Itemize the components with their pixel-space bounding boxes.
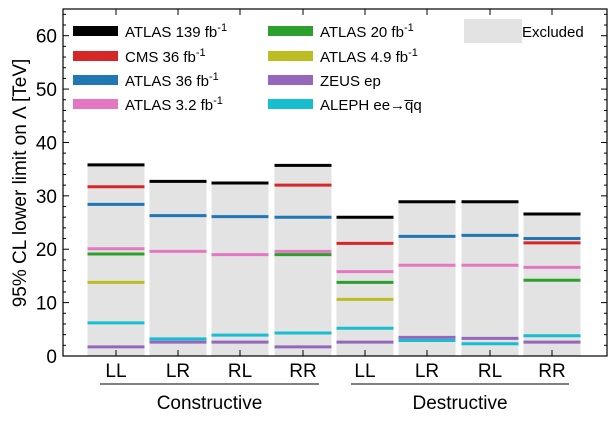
legend-label: ALEPH ee→q̅q — [320, 97, 422, 114]
plot-frame — [62, 8, 608, 357]
excluded-bar — [336, 217, 394, 356]
y-tick-label: 30 — [36, 187, 57, 208]
excluded-bar — [149, 181, 207, 356]
x-tick-label: RR — [538, 361, 565, 382]
legend-swatch — [73, 51, 118, 61]
y-tick-labels: 0 10 20 30 40 50 60 — [36, 27, 57, 368]
excluded-bars — [87, 164, 581, 356]
legend-label-excluded: Excluded — [522, 24, 584, 41]
legend-label: CMS 36 fb-1 — [125, 47, 206, 66]
axis-ticks — [63, 9, 607, 357]
legend-swatch — [268, 26, 313, 36]
x-tick-label: RL — [228, 361, 252, 382]
y-tick-label: 0 — [46, 347, 57, 368]
limit-lines — [87, 163, 581, 349]
y-tick-label: 50 — [36, 80, 57, 101]
legend-entry: ATLAS 20 fb-1 — [268, 22, 414, 41]
x-tick-label: RL — [478, 361, 502, 382]
legend-label: ZEUS ep — [320, 73, 381, 90]
y-tick-label: 20 — [36, 240, 57, 261]
legend-entry: ATLAS 3.2 fb-1 — [73, 95, 223, 114]
legend-entry: CMS 36 fb-1 — [73, 47, 206, 66]
group-labels: Constructive Destructive — [100, 383, 569, 414]
legend-label: ATLAS 3.2 fb-1 — [125, 95, 223, 114]
x-tick-label: LL — [105, 361, 126, 382]
excluded-bar — [398, 201, 456, 356]
x-tick-label: LR — [166, 361, 190, 382]
legend: ATLAS 139 fb-1 CMS 36 fb-1 ATLAS 36 fb-1 AT… — [73, 19, 584, 114]
group-label: Destructive — [412, 393, 507, 414]
legend-swatch — [268, 75, 313, 85]
y-tick-label: 10 — [36, 294, 57, 315]
legend-swatch — [268, 51, 313, 61]
legend-label: ATLAS 4.9 fb-1 — [320, 47, 418, 66]
legend-swatch-excluded — [464, 19, 522, 43]
excluded-bar — [211, 183, 269, 356]
legend-entry: ATLAS 139 fb-1 — [73, 22, 227, 41]
excluded-bar — [461, 201, 519, 356]
excluded-bar — [274, 165, 332, 356]
legend-entry-excluded: Excluded — [464, 19, 584, 43]
legend-swatch — [268, 99, 313, 109]
legend-swatch — [73, 99, 118, 109]
legend-entry: ALEPH ee→q̅q — [268, 97, 422, 114]
x-tick-label: LL — [354, 361, 375, 382]
y-tick-label: 60 — [36, 27, 57, 48]
legend-label: ATLAS 139 fb-1 — [125, 22, 227, 41]
legend-entry: ZEUS ep — [268, 73, 381, 90]
x-tick-label: RR — [289, 361, 316, 382]
legend-entry: ATLAS 4.9 fb-1 — [268, 47, 418, 66]
y-axis-title: 95% CL lower limit on Λ [TeV] — [10, 59, 31, 308]
y-tick-label: 40 — [36, 133, 57, 154]
legend-label: ATLAS 36 fb-1 — [125, 71, 219, 90]
legend-entry: ATLAS 36 fb-1 — [73, 71, 219, 90]
excluded-bar — [87, 164, 145, 356]
group-label: Constructive — [157, 393, 263, 414]
x-tick-labels: LL LR RL RR LL LR RL RR — [105, 361, 565, 382]
legend-swatch — [73, 75, 118, 85]
x-tick-label: LR — [415, 361, 439, 382]
legend-swatch — [73, 26, 118, 36]
legend-label: ATLAS 20 fb-1 — [320, 22, 414, 41]
